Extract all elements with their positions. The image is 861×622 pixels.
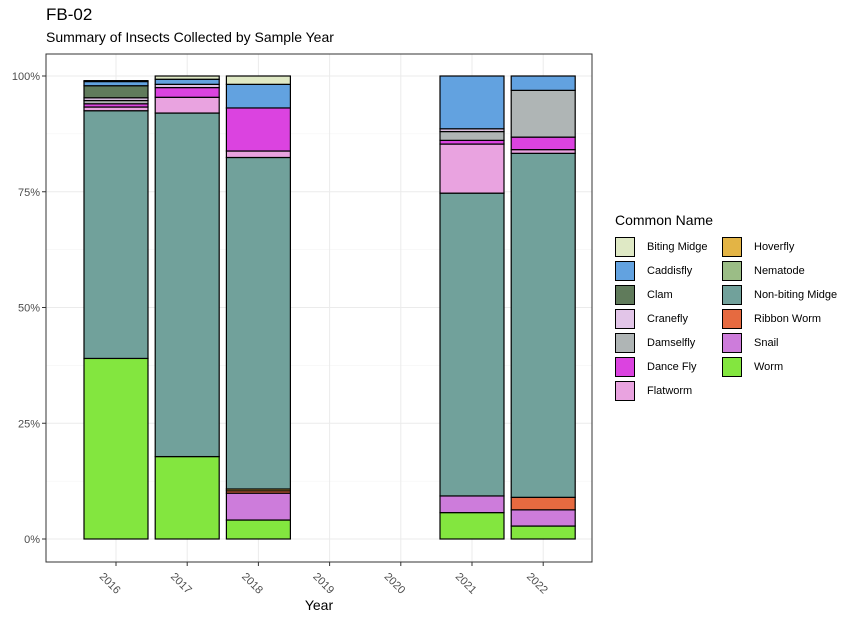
legend-label: Dance Fly: [647, 361, 697, 373]
x-tick-label: 2019: [310, 571, 336, 597]
x-axis: 2016 2017 2018 2019 2020 2021 2022: [97, 562, 550, 597]
legend-label: Biting Midge: [647, 241, 708, 253]
bar-segment-2021-caddisfly: [439, 75, 505, 130]
legend-title: Common Name: [615, 212, 714, 228]
bar-segment-2017-worm: [154, 455, 220, 540]
legend-label: Damselfly: [647, 337, 696, 349]
y-tick-label: 0%: [24, 534, 40, 546]
legend-label: Worm: [754, 361, 784, 373]
bar-segment-2022-non-biting-midge: [510, 152, 576, 498]
bar-segment-2022-snail: [510, 509, 576, 527]
x-tick-label: 2022: [524, 571, 550, 597]
legend-swatch: [722, 357, 742, 377]
bars-group: [83, 75, 576, 540]
legend-swatch: [722, 261, 742, 281]
y-axis: 0% 25% 50% 75% 100%: [12, 71, 46, 546]
legend-label: Clam: [647, 289, 673, 301]
x-axis-title: Year: [305, 597, 334, 613]
bar-segment-2018-biting-midge: [225, 75, 291, 85]
legend-swatch: [615, 261, 635, 281]
bar-segment-2016-biting-midge: [83, 80, 149, 83]
bar-segment-2017-flatworm: [154, 96, 220, 114]
bar-segment-2016-worm: [83, 357, 149, 540]
bar-segment-2021-flatworm: [439, 143, 505, 194]
bar-segment-2022-caddisfly: [510, 75, 576, 91]
bar-segment-2017-caddisfly: [154, 78, 220, 85]
bar-segment-2022-worm: [510, 525, 576, 540]
x-tick-label: 2017: [168, 571, 194, 597]
x-tick-label: 2016: [97, 571, 123, 597]
y-tick-label: 100%: [12, 71, 40, 83]
legend-label: Ribbon Worm: [754, 313, 822, 325]
bar-segment-2021-worm: [439, 512, 505, 540]
x-tick-label: 2018: [239, 571, 265, 597]
bar-segment-2018-worm: [225, 519, 291, 540]
legend-swatch: [615, 333, 635, 353]
legend-swatch: [722, 285, 742, 305]
bar-segment-2016-non-biting-midge: [83, 110, 149, 360]
bar-segment-2022-dance-fly: [510, 136, 576, 151]
chart-subtitle: Summary of Insects Collected by Sample Y…: [46, 29, 334, 45]
x-tick-label: 2020: [382, 571, 408, 597]
bar-segment-2017-biting-midge: [154, 75, 220, 80]
y-tick-label: 25%: [18, 418, 40, 430]
legend-label: Caddisfly: [647, 265, 693, 277]
bar-segment-2021-non-biting-midge: [439, 192, 505, 497]
y-tick-label: 50%: [18, 303, 40, 315]
bar-segment-2016-clam: [83, 85, 149, 99]
legend-label: Snail: [754, 337, 779, 349]
bar-segment-2022-ribbon-worm: [510, 496, 576, 511]
legend-label: Non-biting Midge: [754, 289, 838, 301]
legend-swatch: [615, 309, 635, 329]
bar-segment-2022-damselfly: [510, 89, 576, 138]
legend-swatch: [615, 285, 635, 305]
legend-swatch: [722, 309, 742, 329]
legend-swatch: [722, 237, 742, 257]
bar-segment-2021-damselfly: [439, 130, 505, 141]
bar-segment-2017-dance-fly: [154, 86, 220, 98]
legend-label: Nematode: [754, 265, 805, 277]
bar-segment-2018-caddisfly: [225, 83, 291, 109]
legend-swatch: [615, 381, 635, 401]
x-tick-label: 2021: [453, 571, 479, 597]
y-tick-label: 75%: [18, 187, 40, 199]
bar-segment-2021-snail: [439, 495, 505, 514]
bar-segment-2017-non-biting-midge: [154, 112, 220, 458]
legend-label: Flatworm: [647, 385, 693, 397]
legend-swatch: [615, 237, 635, 257]
bar-segment-2016-caddisfly: [83, 80, 149, 87]
legend-swatch: [615, 357, 635, 377]
bar-segment-2018-flatworm: [225, 150, 291, 159]
bar-segment-2018-non-biting-midge: [225, 156, 291, 490]
legend-swatch: [722, 333, 742, 353]
legend-label: Cranefly: [647, 313, 688, 325]
chart-title: FB-02: [46, 5, 93, 24]
legend-label: Hoverfly: [754, 241, 795, 253]
bar-segment-2018-dance-fly: [225, 107, 291, 152]
bar-segment-2018-snail: [225, 492, 291, 521]
